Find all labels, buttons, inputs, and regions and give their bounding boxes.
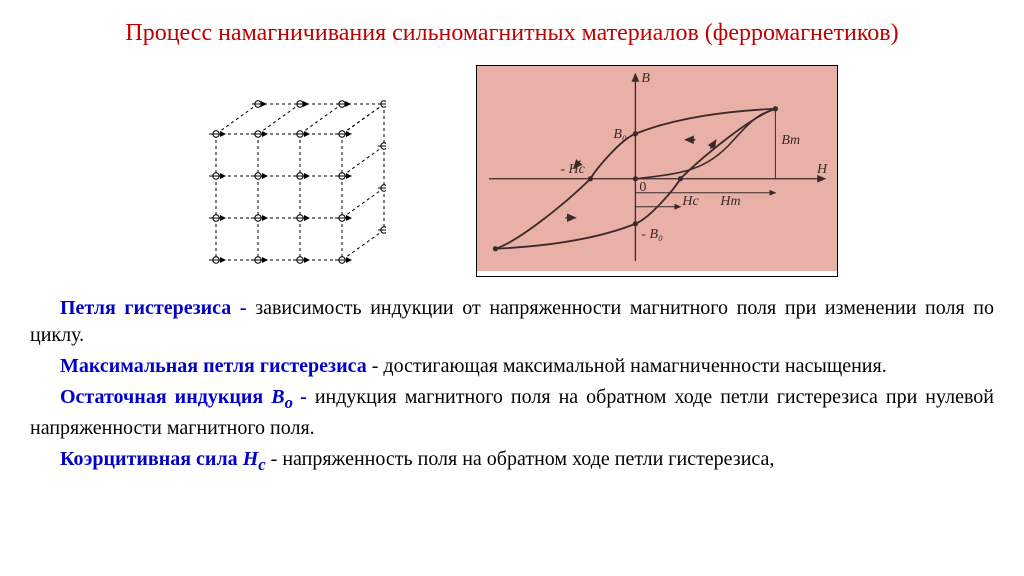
term-sym: H xyxy=(243,448,259,470)
figures-row: B H B₀ - B₀ - Hc Hc Hm Bm 0 xyxy=(30,65,994,277)
term-hysteresis: Петля гистерезиса xyxy=(60,297,240,319)
svg-text:Hc: Hc xyxy=(681,194,699,209)
term-sym: B xyxy=(271,386,284,408)
svg-text:Hm: Hm xyxy=(719,194,740,209)
term-coercive: Коэрцитивная сила Hс xyxy=(60,448,266,470)
def-body: - достигающая максимальной намагниченнос… xyxy=(367,355,887,377)
lattice-svg xyxy=(186,74,386,264)
term-text: Остаточная индукция xyxy=(60,386,271,408)
svg-text:0: 0 xyxy=(639,180,646,195)
term-text: Коэрцитивная сила xyxy=(60,448,243,470)
svg-text:- B₀: - B₀ xyxy=(641,227,663,242)
svg-text:- Hc: - Hc xyxy=(560,162,585,177)
dash: - xyxy=(300,386,315,408)
definitions: Петля гистерезиса - зависимость индукции… xyxy=(30,295,994,476)
def-remanence: Остаточная индукция Bо - индукция магнит… xyxy=(30,384,994,442)
def-body: - напряженность поля на обратном ходе пе… xyxy=(266,448,775,470)
lattice-diagram xyxy=(186,74,386,269)
def-max-loop: Максимальная петля гистерезиса - достига… xyxy=(30,353,994,380)
term-remanence: Остаточная индукция Bо xyxy=(60,386,300,408)
svg-text:H: H xyxy=(816,162,828,177)
term-sub: с xyxy=(258,455,265,474)
page-title: Процесс намагничивания сильномагнитных м… xyxy=(30,20,994,47)
def-coercive: Коэрцитивная сила Hс - напряженность пол… xyxy=(30,446,994,477)
svg-text:B₀: B₀ xyxy=(613,127,627,142)
term-sub: о xyxy=(285,393,301,412)
def-hysteresis-loop: Петля гистерезиса - зависимость индукции… xyxy=(30,295,994,349)
hysteresis-diagram: B H B₀ - B₀ - Hc Hc Hm Bm 0 xyxy=(476,65,838,277)
term-max-loop: Максимальная петля гистерезиса xyxy=(60,355,367,377)
svg-text:Bm: Bm xyxy=(781,133,800,148)
hysteresis-svg: B H B₀ - B₀ - Hc Hc Hm Bm 0 xyxy=(477,66,837,271)
svg-text:B: B xyxy=(641,71,650,86)
dash: - xyxy=(240,297,255,319)
